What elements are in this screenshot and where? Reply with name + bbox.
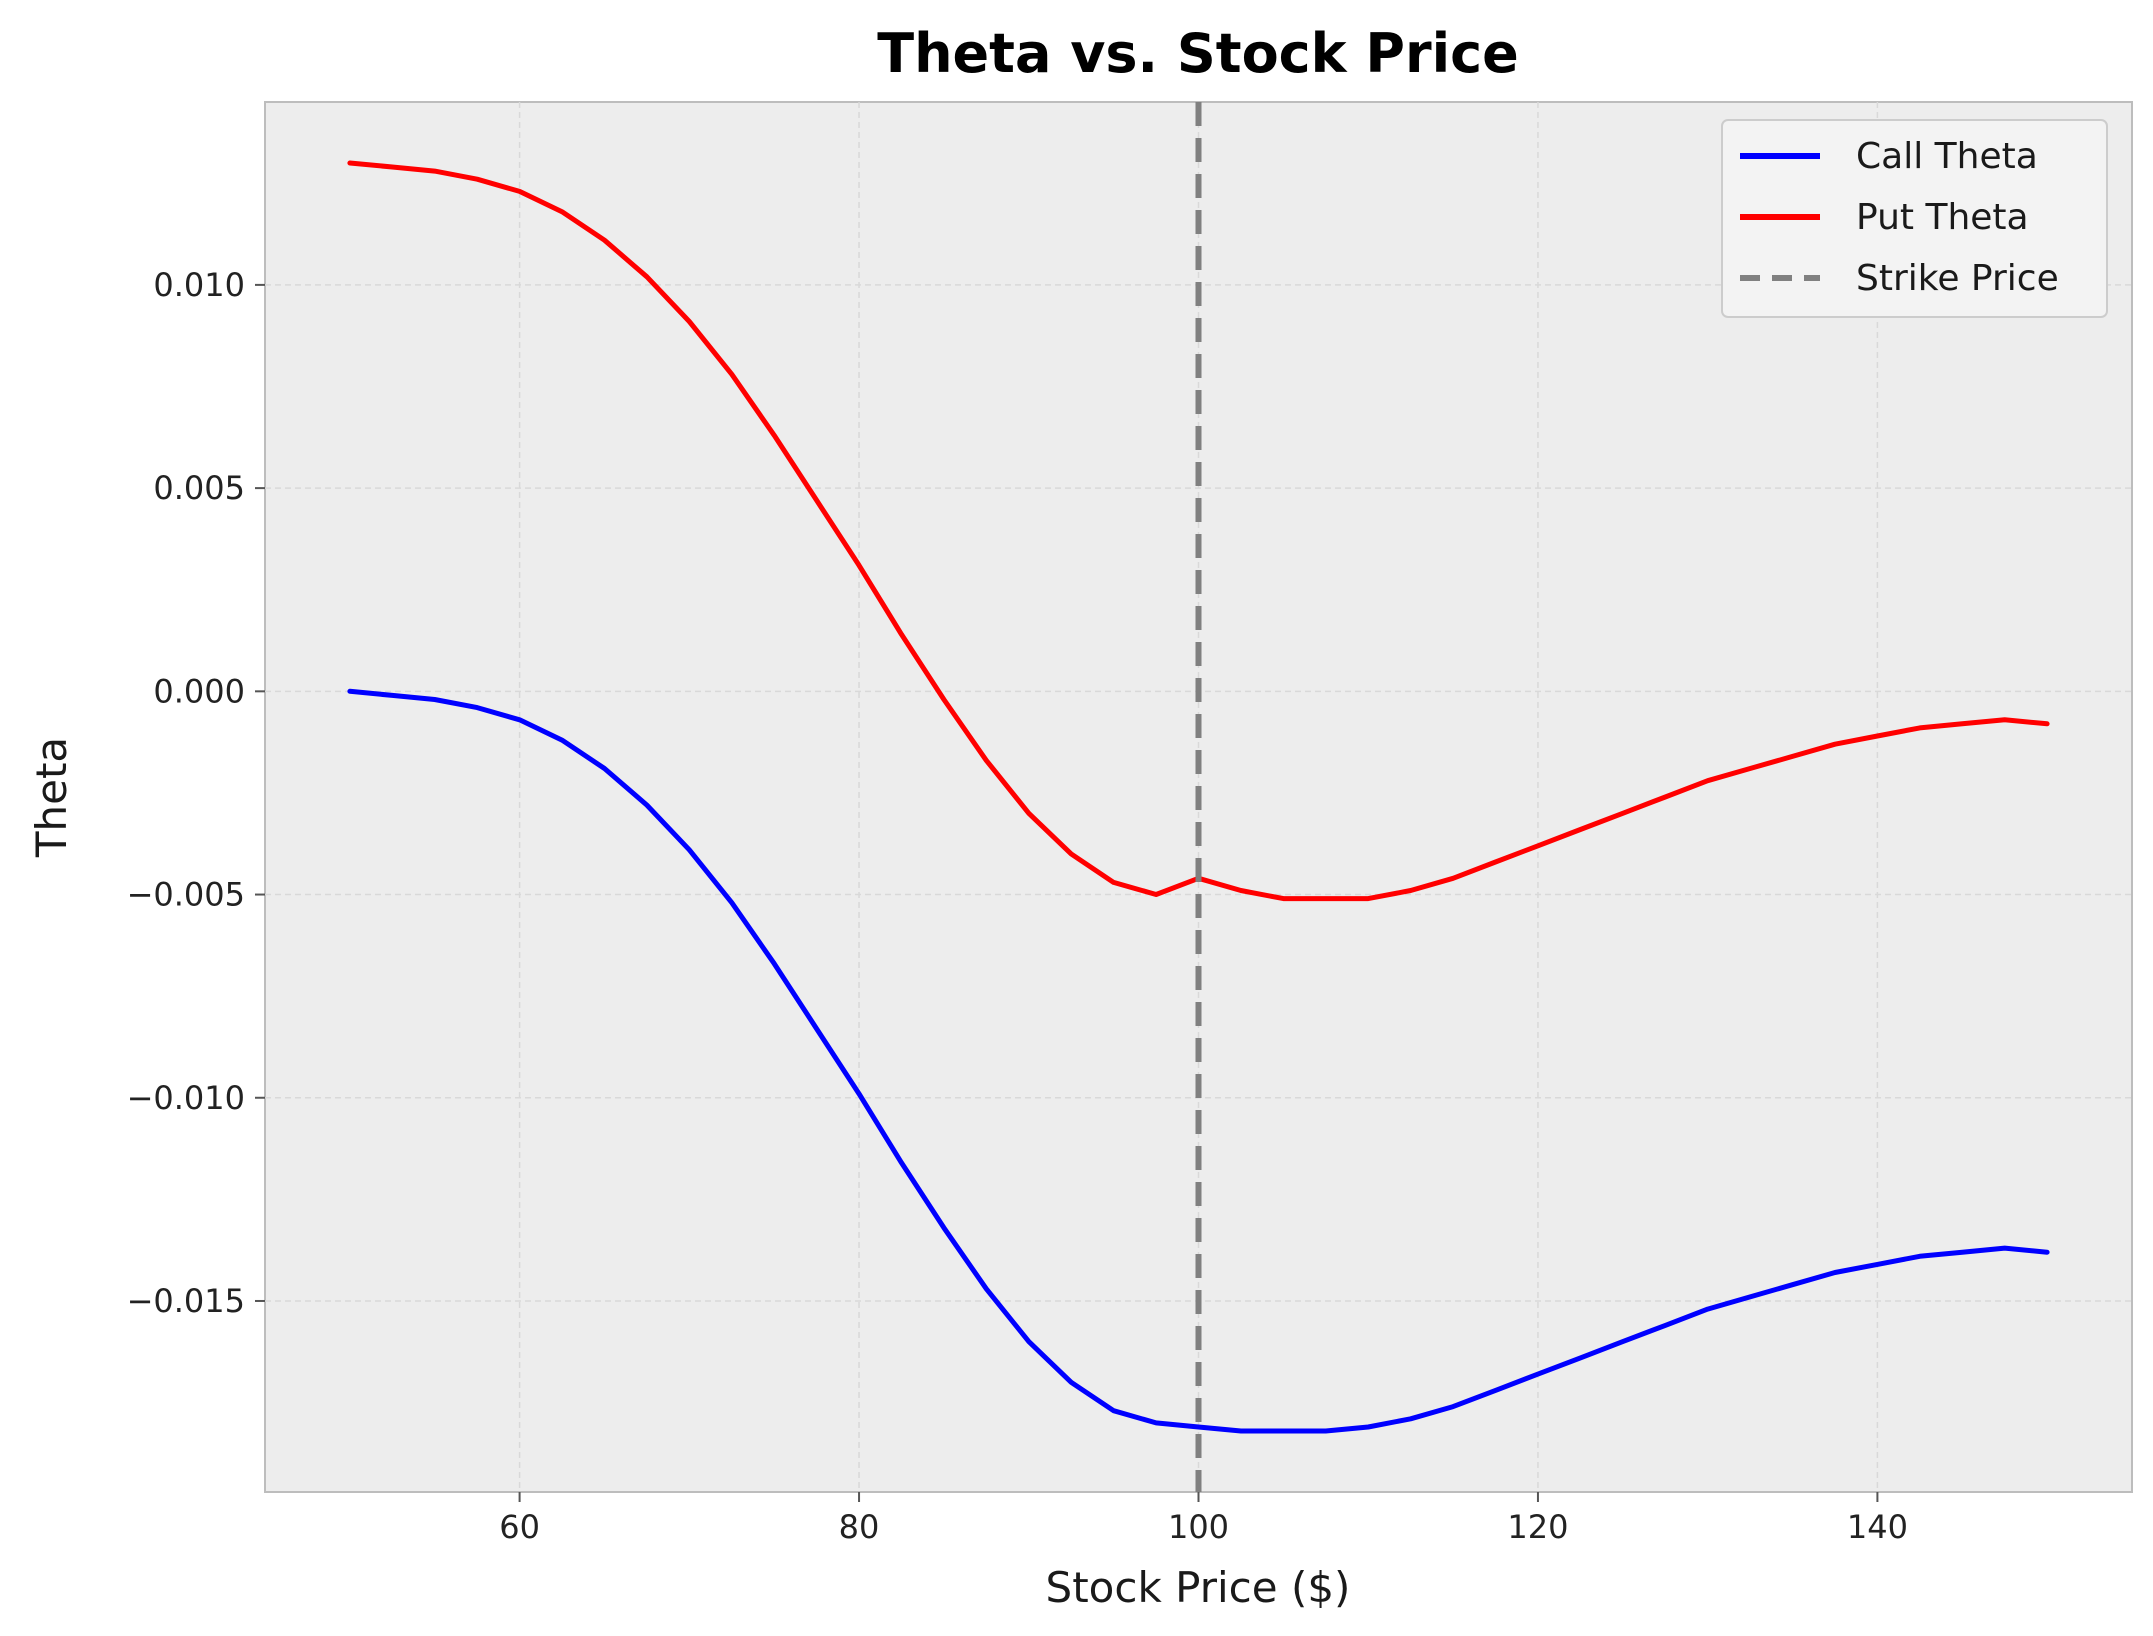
legend-box <box>1721 119 2108 318</box>
x-tick-label: 100 <box>1168 1508 1229 1546</box>
y-tick-label: −0.015 <box>127 1282 245 1320</box>
y-tick-label: 0.005 <box>153 469 245 507</box>
x-tick-label: 80 <box>839 1508 880 1546</box>
y-tick-label: −0.010 <box>127 1079 245 1117</box>
legend-label-put-theta: Put Theta <box>1856 197 2029 238</box>
x-tick-label: 140 <box>1847 1508 1908 1546</box>
legend: Call Theta Put Theta Strike Price <box>1721 119 2108 318</box>
legend-label-call-theta: Call Theta <box>1856 136 2038 177</box>
axis-ticks: 60 80 100 120 140 0.010 0.005 0.000 −0.005 −0.010… <box>127 266 1908 1546</box>
x-tick-label: 120 <box>1507 1508 1568 1546</box>
series-layer <box>347 102 2050 1492</box>
y-tick-label: −0.005 <box>127 876 245 914</box>
x-tick-label: 60 <box>499 1508 540 1546</box>
y-tick-label: 0.010 <box>153 266 245 304</box>
y-tick-label: 0.000 <box>153 672 245 710</box>
chart-title: Theta vs. Stock Price <box>877 22 1519 85</box>
y-axis-label: Theta <box>27 737 76 858</box>
legend-label-strike-price: Strike Price <box>1856 258 2059 299</box>
x-axis-label: Stock Price ($) <box>1046 1563 1351 1612</box>
call-theta-line <box>347 688 2050 1434</box>
